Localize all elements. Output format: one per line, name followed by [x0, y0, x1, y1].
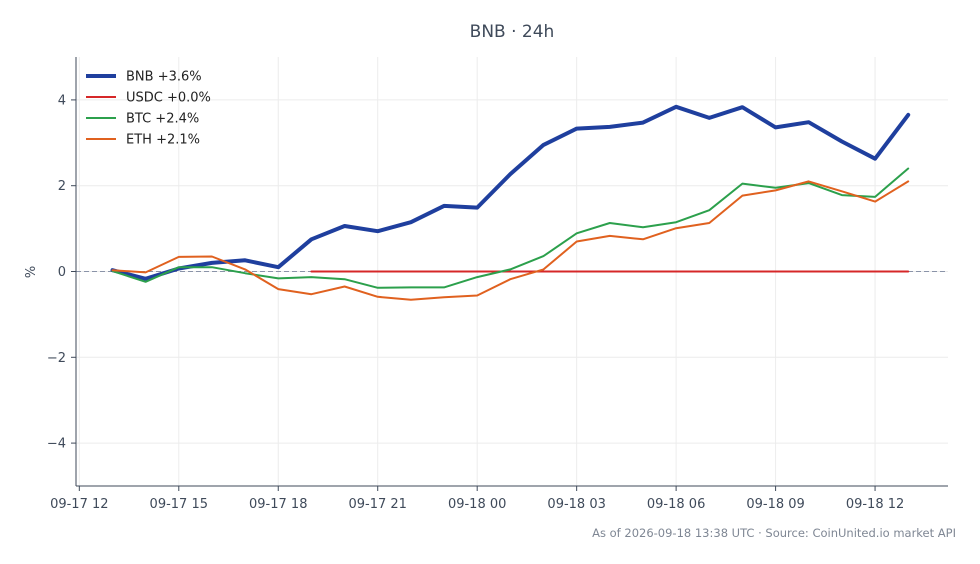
legend-label-1: USDC +0.0% [126, 91, 211, 106]
y-tick-label: −2 [47, 351, 66, 366]
x-tick-label: 09-18 09 [746, 497, 804, 512]
chart-title: BNB · 24h [470, 22, 555, 42]
series-line-0 [110, 104, 911, 281]
x-tick-label: 09-17 18 [249, 497, 307, 512]
y-tick-label: 4 [58, 93, 66, 108]
y-axis-ticks: 4 2 0 −2 −4 [47, 93, 76, 452]
series-line-2 [111, 167, 910, 289]
legend-label-2: BTC +2.4% [126, 112, 199, 127]
series-lines [110, 104, 911, 301]
legend-label-0: BNB +3.6% [126, 70, 202, 85]
legend-label-3: ETH +2.1% [126, 133, 200, 148]
y-tick-label: −4 [47, 437, 66, 452]
y-tick-label: 0 [58, 265, 66, 280]
footer-source: As of 2026-09-18 13:38 UTC · Source: Coi… [592, 526, 956, 540]
x-tick-label: 09-18 00 [448, 497, 506, 512]
series-line-3 [111, 180, 910, 301]
x-tick-label: 09-17 21 [348, 497, 406, 512]
x-tick-label: 09-18 12 [846, 497, 904, 512]
x-axis-ticks: 09-17 12 09-17 15 09-17 18 09-17 21 09-18 00… [50, 486, 904, 512]
x-tick-label: 09-17 12 [50, 497, 108, 512]
x-tick-label: 09-18 03 [547, 497, 605, 512]
y-tick-label: 2 [58, 179, 66, 194]
legend: BNB +3.6% USDC +0.0% BTC +2.4% ETH +2.1% [86, 70, 211, 148]
x-tick-label: 09-18 06 [647, 497, 705, 512]
y-axis-label: % [24, 266, 39, 278]
x-tick-label: 09-17 15 [150, 497, 208, 512]
